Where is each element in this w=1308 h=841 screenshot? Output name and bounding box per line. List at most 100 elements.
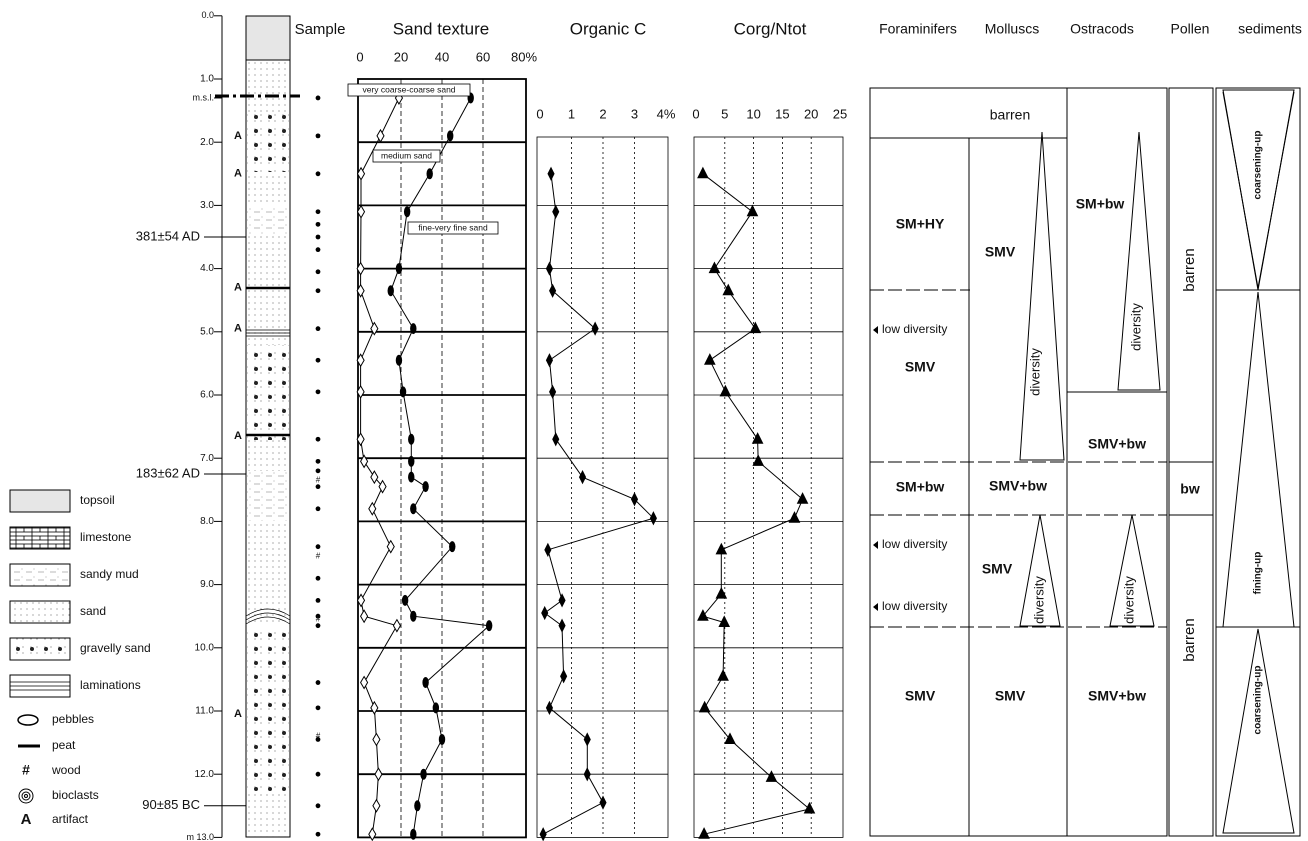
data-point: [410, 323, 416, 334]
depth-tick-label: 8.0: [200, 516, 214, 527]
sample-dot: [316, 772, 321, 777]
data-point: [369, 828, 376, 840]
data-point: [388, 285, 394, 296]
depth-tick-label: 3.0: [200, 200, 214, 211]
depth-tick-label: 7.0: [200, 453, 214, 464]
plot-frame: [694, 137, 843, 837]
zone-label: SM+bw: [896, 479, 945, 495]
column-header: Pollen: [1171, 21, 1210, 37]
x-tick-label: 80%: [511, 49, 537, 64]
data-point: [718, 670, 728, 680]
column-header: Foraminifers: [879, 21, 957, 37]
depth-tick-label: 5.0: [200, 326, 214, 337]
data-point: [553, 206, 559, 218]
legend-label: artifact: [52, 812, 89, 826]
data-point: [408, 434, 414, 445]
legend-label: sand: [80, 604, 106, 618]
x-tick-label: 4%: [657, 106, 676, 121]
legend-label: pebbles: [52, 712, 94, 726]
sample-dot: [316, 437, 321, 442]
data-point: [373, 800, 380, 812]
data-point: [486, 620, 492, 631]
zone-label: SMV: [905, 359, 936, 375]
data-point: [375, 768, 382, 780]
sample-dot: [316, 96, 321, 101]
chart-title: Organic C: [570, 19, 647, 38]
x-tick-label: 0: [536, 106, 543, 121]
x-tick-label: 10: [746, 106, 760, 121]
x-tick-label: 1: [568, 106, 575, 121]
lithology-column: [215, 16, 300, 837]
depth-tick-label: 4.0: [200, 263, 214, 274]
data-point: [371, 323, 378, 335]
x-tick-label: 40: [435, 49, 449, 64]
depth-tick-label: m.s.l.: [193, 92, 215, 102]
zone-label: low diversity: [882, 537, 947, 551]
depth-tick-label: m 13.0: [186, 832, 214, 841]
data-point: [584, 733, 590, 745]
zone-label: SMV: [982, 561, 1013, 577]
data-point: [439, 734, 445, 745]
data-point: [371, 702, 378, 714]
data-point: [422, 481, 428, 492]
data-point: [650, 512, 656, 524]
data-point: [361, 610, 368, 622]
data-point: [447, 130, 453, 141]
zone-label: SMV: [985, 244, 1016, 260]
artifact-mark: A: [234, 281, 242, 293]
x-tick-label: 60: [476, 49, 490, 64]
zone-label: low diversity: [882, 322, 947, 336]
arrow-mark: [873, 541, 878, 549]
legend-label: wood: [51, 763, 81, 777]
legend-label: topsoil: [80, 493, 115, 507]
chart-title: Sand texture: [393, 19, 489, 38]
sample-dot: [316, 247, 321, 252]
wood-mark: #: [316, 614, 321, 623]
zone-label: fining-up: [1253, 552, 1264, 595]
series-line: [361, 98, 399, 834]
data-point: [427, 168, 433, 179]
x-tick-label: 0: [356, 49, 363, 64]
depth-tick-label: 1.0: [200, 74, 214, 85]
depth-tick-label: 2.0: [200, 137, 214, 148]
samples-title: Sample: [295, 21, 346, 38]
data-point: [698, 168, 708, 178]
data-point: [400, 386, 406, 397]
zone-label: diversity: [1128, 303, 1143, 351]
annotation: fine-very fine sand: [418, 222, 488, 232]
zone-label: diversity: [1031, 576, 1046, 624]
sample-dot: [316, 389, 321, 394]
sample-dot: [316, 209, 321, 214]
data-point: [747, 206, 757, 216]
data-point: [804, 803, 814, 813]
sample-dot: [316, 680, 321, 685]
column-header: Ostracods: [1070, 21, 1134, 37]
sample-dot: [316, 623, 321, 628]
artifact-mark: A: [234, 708, 242, 720]
data-point: [632, 493, 638, 505]
sample-dot: [316, 269, 321, 274]
sample-dot: [316, 326, 321, 331]
zone-label: SM+bw: [1076, 196, 1125, 212]
sample-dot: [316, 468, 321, 473]
x-tick-label: 0: [692, 106, 699, 121]
zone-label: SMV+bw: [1088, 436, 1146, 452]
date-label: 381±54 AD: [136, 228, 200, 243]
data-point: [402, 595, 408, 606]
wood-mark: #: [316, 731, 321, 740]
sample-dot: [316, 358, 321, 363]
x-tick-label: 15: [775, 106, 789, 121]
sample-dot: [316, 133, 321, 138]
depth-tick-label: 10.0: [195, 642, 215, 653]
depth-tick-label: 9.0: [200, 579, 214, 590]
data-point: [592, 323, 598, 335]
data-point: [545, 544, 551, 556]
data-point: [396, 263, 402, 274]
depth-tick-label: 6.0: [200, 390, 214, 401]
chart-title: Corg/Ntot: [734, 19, 807, 38]
data-point: [798, 493, 808, 503]
artifact-mark: A: [234, 130, 242, 142]
zone-label: coarsening-up: [1253, 131, 1264, 200]
figure: 0.01.0m.s.l.2.03.04.05.06.07.08.09.010.0…: [0, 0, 1308, 841]
legend-label: limestone: [80, 530, 132, 544]
